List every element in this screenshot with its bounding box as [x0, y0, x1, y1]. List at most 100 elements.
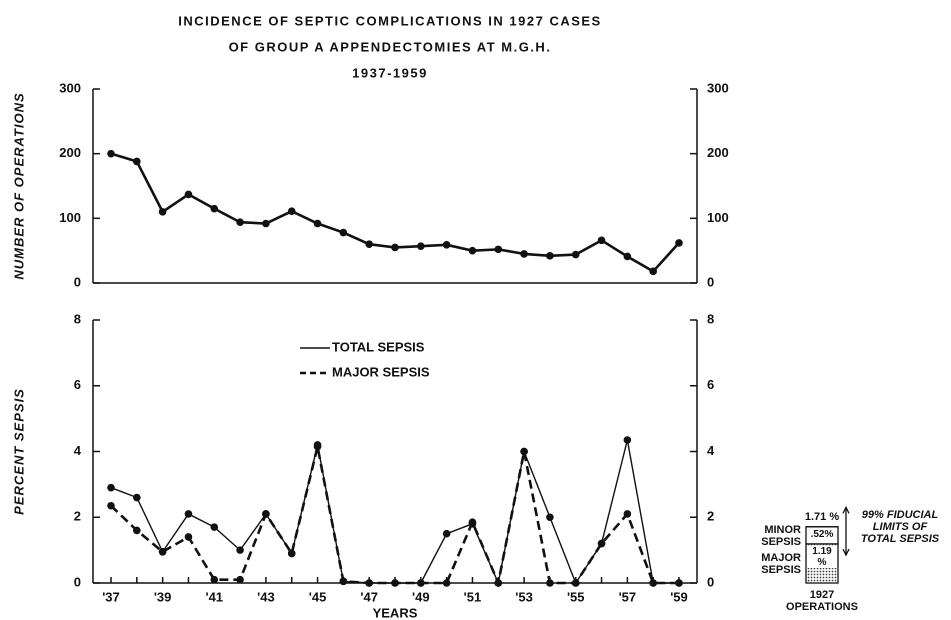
data-point [391, 243, 399, 252]
series-line [110, 439, 679, 586]
y2-tick-label: 0 [707, 574, 714, 589]
y2-tick-label: 8 [707, 311, 714, 326]
data-point [546, 513, 554, 522]
data-point [313, 442, 322, 451]
data-point [546, 252, 554, 260]
x-tick-label: '41 [205, 589, 223, 604]
x-tick-label: '53 [515, 589, 533, 604]
data-point [417, 579, 425, 587]
chart-title: 1937-1959 [352, 65, 428, 80]
data-point [107, 149, 115, 158]
data-point [287, 549, 296, 558]
data-point [597, 236, 606, 245]
data-point [546, 579, 554, 587]
x-tick-label: '51 [464, 589, 482, 604]
data-point [365, 579, 373, 587]
data-point [158, 208, 167, 216]
x-axis-title: OPERATIONS [786, 601, 858, 613]
data-point [494, 579, 503, 587]
series-label: MAJOR SEPSIS [761, 552, 801, 577]
series-label: MINOR SEPSIS [761, 524, 801, 549]
y-tick-label: 0 [74, 274, 81, 289]
chart-title: OF GROUP A APPENDECTOMIES AT M.G.H. [229, 39, 552, 54]
y-axis-title: NUMBER OF OPERATIONS [11, 92, 26, 279]
data-point [184, 510, 193, 518]
data-point [520, 250, 528, 258]
x-tick-label: '39 [154, 589, 172, 604]
y2-tick-label: 6 [707, 377, 714, 392]
data-point [623, 436, 632, 444]
data-point [184, 190, 193, 199]
data-point [468, 246, 477, 255]
data-point [442, 579, 451, 587]
data-point [520, 447, 528, 456]
data-point [184, 533, 193, 541]
arrowhead [842, 548, 850, 557]
data-point [365, 240, 373, 248]
y2-tick-label: 2 [707, 509, 714, 524]
data-point [339, 577, 348, 586]
y-tick-label: 300 [59, 80, 81, 95]
data-point [210, 204, 219, 213]
data-point [236, 575, 244, 584]
legend-label: TOTAL SEPSIS [332, 339, 425, 354]
annotation: 99% FIDUCIAL LIMITS OF TOTAL SEPSIS [860, 509, 940, 546]
y2-tick-label: 100 [707, 210, 729, 225]
data-point [391, 579, 399, 587]
y-axis-title: PERCENT SEPSIS [11, 388, 26, 515]
y-tick-label: 100 [59, 210, 81, 225]
data-point [442, 241, 451, 249]
data-point [262, 510, 270, 518]
legend-label: MAJOR SEPSIS [332, 364, 430, 379]
data-point [313, 219, 322, 228]
segment-label: .52% [810, 528, 834, 540]
data-point [133, 157, 141, 166]
x-tick-label: '57 [619, 589, 637, 604]
data-point [649, 579, 657, 587]
data-point [675, 579, 683, 587]
y2-tick-label: 300 [707, 80, 729, 95]
total-label: 1.71 % [804, 510, 840, 523]
data-point [236, 218, 244, 227]
data-point [107, 483, 115, 492]
y-tick-label: 8 [74, 311, 81, 326]
y-tick-label: 6 [74, 377, 81, 392]
data-point [158, 547, 167, 556]
data-point [597, 539, 606, 548]
data-point [262, 219, 270, 228]
y-tick-label: 4 [74, 443, 82, 458]
segment-label: 1.19 % [807, 545, 837, 568]
x-tick-label: '45 [309, 589, 327, 604]
data-point [494, 245, 503, 254]
data-point [417, 242, 425, 250]
series-line [110, 446, 679, 588]
x-tick-label: '37 [102, 589, 120, 604]
data-point [442, 529, 451, 538]
data-point [571, 250, 580, 259]
data-point [675, 239, 683, 247]
y-tick-label: 2 [74, 509, 81, 524]
series-line [110, 152, 680, 274]
data-point [468, 518, 477, 526]
x-tick-label: '43 [257, 589, 275, 604]
x-axis-title: YEARS [373, 605, 418, 620]
data-point [571, 579, 580, 587]
data-point [287, 207, 296, 216]
data-point [133, 493, 141, 502]
x-tick-label: '59 [670, 589, 688, 604]
data-point [649, 267, 657, 276]
data-point [107, 501, 115, 510]
data-point [133, 526, 141, 535]
data-point [236, 546, 244, 554]
x-tick-label: '55 [567, 589, 585, 604]
y2-tick-label: 0 [707, 274, 714, 289]
x-tick-label: '49 [412, 589, 430, 604]
data-point [339, 228, 348, 237]
arrowhead [842, 505, 850, 514]
data-point [623, 510, 632, 518]
data-point [210, 575, 219, 584]
data-point [210, 523, 219, 531]
y-tick-label: 200 [59, 145, 81, 160]
